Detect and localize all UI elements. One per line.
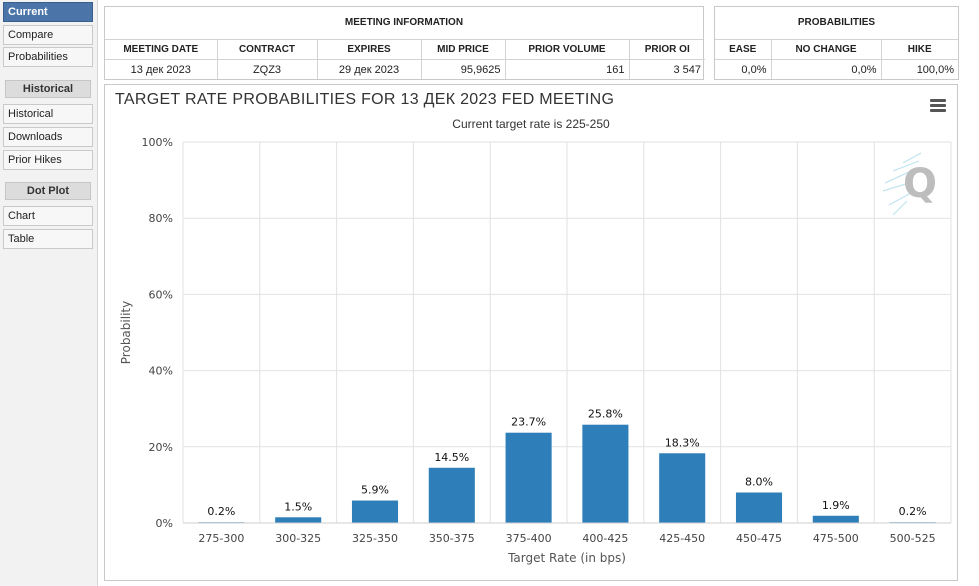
chart-panel: TARGET RATE PROBABILITIES FOR 13 ДЕК 202… [104,84,958,581]
meeting-information-table: MEETING DATE CONTRACT EXPIRES MID PRICE … [105,39,705,79]
table-row: 13 дек 2023 ZQZ3 29 дек 2023 95,9625 161… [105,59,705,79]
probabilities-header-row: EASE NO CHANGE HIKE [715,39,958,60]
x-tick-label: 275-300 [198,532,244,545]
probabilities-title: PROBABILITIES [715,7,958,40]
data-label: 18.3% [665,436,700,449]
nav-header-dot-plot: Dot Plot [5,182,91,200]
cell-meeting-date: 13 дек 2023 [105,59,218,79]
nav-table[interactable]: Table [3,229,93,249]
bar-chart: 0% 20% 40% 60% 80% 100% 0.2% 275-300 1.5% 300-325… [119,136,952,565]
data-label: 0.2% [899,505,927,518]
bar [659,453,706,523]
data-label: 25.8% [588,408,623,421]
chart-title: TARGET RATE PROBABILITIES FOR 13 ДЕК 202… [115,91,615,108]
y-tick-label: 60% [149,288,173,301]
x-tick-label: 325-350 [352,532,398,545]
col-contract: CONTRACT [216,39,318,60]
bar [275,517,322,523]
table-row: 0,0% 0,0% 100,0% [715,59,958,79]
probabilities-panel: PROBABILITIES EASE NO CHANGE HIKE 0,0% 0… [714,6,959,80]
x-tick-label: 475-500 [813,532,859,545]
x-tick-label: 500-525 [890,532,936,545]
nav-compare[interactable]: Compare [3,25,93,45]
col-ease: EASE [715,39,772,60]
col-expires: EXPIRES [316,39,422,60]
probabilities-table: EASE NO CHANGE HIKE 0,0% 0,0% 100,0% [715,39,958,79]
x-tick-label: 450-475 [736,532,782,545]
bar [582,424,629,523]
nav-downloads[interactable]: Downloads [3,127,93,147]
data-label: 1.5% [284,500,312,513]
nav-header-historical: Historical [5,80,91,98]
nav-prior-hikes[interactable]: Prior Hikes [3,150,93,170]
y-tick-label: 100% [142,136,173,149]
col-mid-price: MID PRICE [420,39,506,60]
col-meeting-date: MEETING DATE [105,39,218,60]
data-label: 0.2% [207,505,235,518]
svg-text:Q: Q [903,161,937,207]
bar [428,467,475,523]
x-tick-label: 300-325 [275,532,321,545]
nav-probabilities[interactable]: Probabilities [3,47,93,67]
x-tick-label: 425-450 [659,532,705,545]
meeting-information-title: MEETING INFORMATION [105,7,703,40]
x-tick-label: 375-400 [506,532,552,545]
data-label: 8.0% [745,476,773,489]
data-label: 23.7% [511,416,546,429]
y-axis-title: Probability [119,301,133,364]
meeting-information-panel: MEETING INFORMATION MEETING DATE CONTRAC… [104,6,705,80]
cme-q-logo-icon: Q [882,152,937,216]
cell-prior-oi: 3 547 [628,59,705,79]
bar [812,515,859,523]
bar [735,492,783,523]
x-axis-title: Target Rate (in bps) [507,551,626,565]
hamburger-menu-icon[interactable] [930,99,946,112]
cell-hike: 100,0% [880,59,958,79]
data-label: 5.9% [361,484,389,497]
x-tick-label: 350-375 [429,532,475,545]
nav-current[interactable]: Current [3,2,93,22]
cell-ease: 0,0% [715,59,772,79]
cell-contract: ZQZ3 [216,59,318,79]
cell-expires: 29 дек 2023 [316,59,422,79]
y-tick-label: 40% [149,365,173,378]
x-tick-label: 400-425 [582,532,628,545]
col-prior-oi: PRIOR OI [628,39,705,60]
y-tick-label: 20% [149,441,173,454]
y-tick-label: 0% [156,517,173,530]
y-tick-label: 80% [149,212,173,225]
cell-prior-volume: 161 [504,59,630,79]
nav-chart[interactable]: Chart [3,206,93,226]
meeting-information-header-row: MEETING DATE CONTRACT EXPIRES MID PRICE … [105,39,705,60]
chart-subtitle: Current target rate is 225-250 [452,117,610,131]
col-no-change: NO CHANGE [770,39,882,60]
nav-historical[interactable]: Historical [3,104,93,124]
cell-mid-price: 95,9625 [420,59,506,79]
bar [351,500,399,523]
data-label: 1.9% [822,499,850,512]
bar [505,432,552,523]
data-label: 14.5% [434,451,469,464]
col-hike: HIKE [880,39,958,60]
col-prior-volume: PRIOR VOLUME [504,39,630,60]
cell-no-change: 0,0% [770,59,882,79]
sidebar: Current Compare Probabilities Historical… [0,0,98,586]
